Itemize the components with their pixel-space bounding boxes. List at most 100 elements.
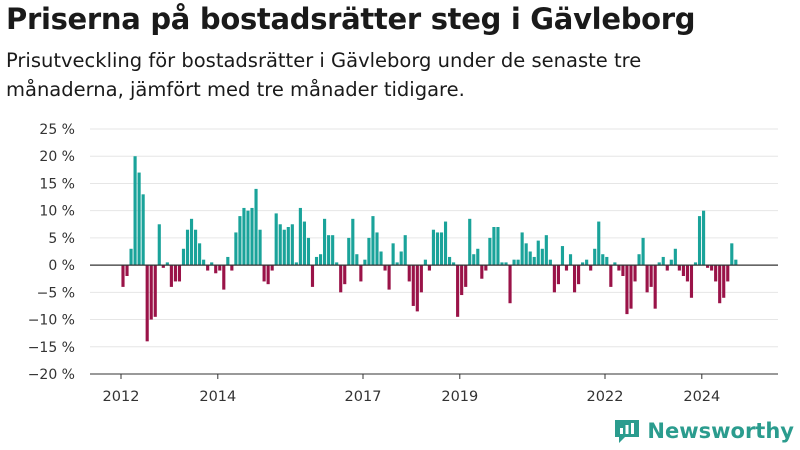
bar <box>617 265 621 271</box>
bar <box>577 265 581 285</box>
bar <box>411 265 415 306</box>
bar <box>629 265 633 309</box>
bar <box>480 265 484 279</box>
bar <box>673 248 677 266</box>
y-tick-label: −15 % <box>28 340 75 356</box>
bar <box>250 207 254 266</box>
bar <box>572 265 577 293</box>
bar <box>391 243 395 266</box>
y-tick-label: 25 % <box>39 122 75 138</box>
bar <box>665 265 669 271</box>
bar <box>661 256 665 266</box>
bar <box>476 248 480 266</box>
y-tick-label: 0 % <box>48 258 75 274</box>
bar <box>710 265 714 271</box>
bar <box>645 265 649 293</box>
y-tick-label: 20 % <box>39 149 75 165</box>
bar <box>274 213 278 266</box>
bar <box>508 265 512 304</box>
bar <box>234 232 238 266</box>
bar <box>443 221 448 266</box>
bar <box>177 265 182 282</box>
bar <box>714 265 718 282</box>
bar <box>403 235 407 266</box>
bar <box>359 265 363 282</box>
bar <box>339 265 343 293</box>
bar <box>516 259 520 266</box>
x-axis-ticks: 2012 2014 2017 2019 2022 2024 <box>90 373 778 405</box>
bar <box>331 235 335 266</box>
bar <box>157 224 161 266</box>
bar <box>302 221 306 266</box>
bar <box>347 237 351 266</box>
bar <box>210 262 214 266</box>
bar <box>242 207 246 266</box>
bar <box>464 265 468 287</box>
bar <box>605 256 609 266</box>
bar <box>649 265 653 287</box>
bar <box>181 248 186 266</box>
bar <box>266 265 270 285</box>
bar <box>262 265 266 282</box>
bar <box>125 265 129 276</box>
y-axis-ticks: 25 % 20 % 15 % 10 % 5 % 0 % −5 % −10 % −15 % −20 … <box>28 122 75 383</box>
bar <box>548 259 552 266</box>
bar <box>484 265 488 271</box>
x-tick-label: 2022 <box>587 389 624 405</box>
bar <box>327 235 331 266</box>
annotations: 1 % <box>743 0 772 4</box>
bar <box>472 254 476 266</box>
bar <box>399 251 403 266</box>
newsworthy-logo-icon <box>615 420 640 443</box>
bar <box>145 265 149 342</box>
bar <box>448 256 452 266</box>
bar <box>702 210 706 266</box>
bar <box>198 243 202 266</box>
bar <box>375 232 379 266</box>
x-tick-label: 2024 <box>683 389 720 405</box>
bar <box>318 254 323 266</box>
bar <box>613 262 617 266</box>
x-tick-label: 2012 <box>103 389 140 405</box>
bar <box>697 216 702 266</box>
bar <box>706 265 710 268</box>
bar <box>552 265 556 293</box>
bar <box>129 248 133 266</box>
bar <box>419 265 423 293</box>
bar <box>439 232 444 266</box>
x-tick-label: 2017 <box>345 389 382 405</box>
bar <box>730 243 734 266</box>
bar <box>226 256 230 266</box>
bar <box>677 265 681 271</box>
bar <box>371 216 375 266</box>
bar <box>137 172 141 266</box>
bar <box>585 259 589 266</box>
bar <box>165 262 169 266</box>
bar <box>597 221 601 266</box>
bar <box>693 262 698 266</box>
x-tick-label: 2014 <box>199 389 236 405</box>
bar <box>202 259 206 266</box>
bar <box>718 265 722 304</box>
bar <box>141 194 145 266</box>
bar <box>460 265 464 296</box>
bar <box>500 262 504 266</box>
bar <box>512 259 516 266</box>
bar <box>488 237 492 266</box>
bar <box>379 251 383 266</box>
bar <box>270 265 274 271</box>
bar <box>621 265 625 276</box>
bar <box>734 259 738 266</box>
bar <box>254 188 258 266</box>
bar <box>641 237 645 266</box>
bar <box>395 262 399 266</box>
bar <box>153 265 157 317</box>
bar <box>556 265 560 285</box>
y-tick-label: 5 % <box>48 231 75 247</box>
chart-title: Priserna på bostadsrätter steg i Gävlebo… <box>6 2 696 36</box>
bar <box>593 248 597 266</box>
bar <box>351 218 355 266</box>
bar <box>689 265 694 298</box>
bar <box>343 265 347 285</box>
bar <box>387 265 391 290</box>
